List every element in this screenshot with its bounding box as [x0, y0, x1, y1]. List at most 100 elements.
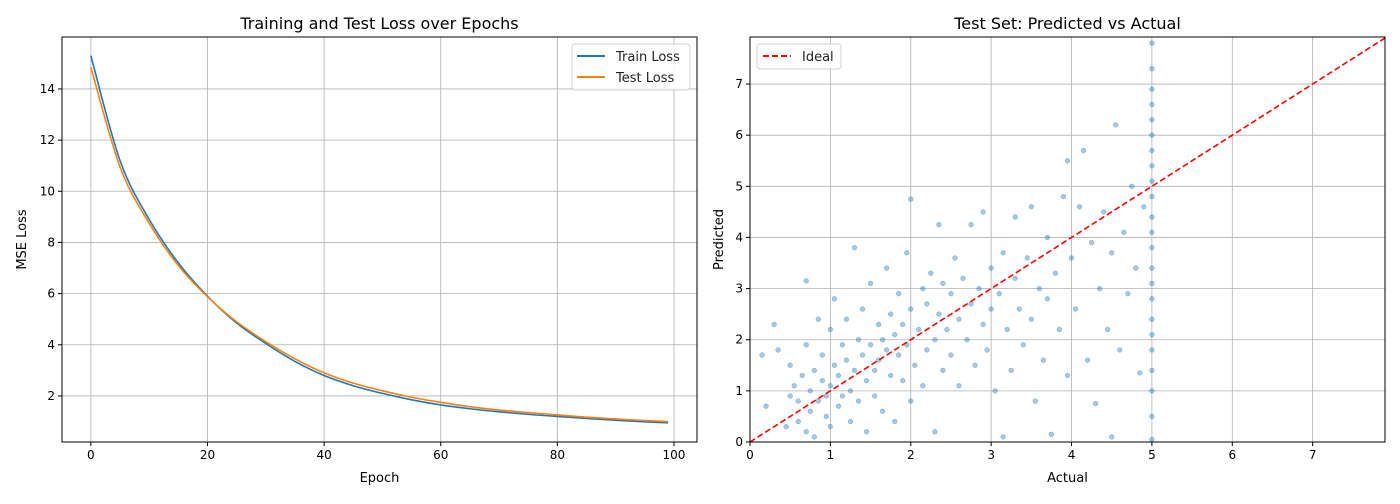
y-tick-label: 3	[735, 282, 743, 296]
data-point	[843, 357, 850, 363]
data-point	[1060, 193, 1067, 200]
data-point	[867, 280, 874, 287]
x-tick-label: 0	[87, 448, 95, 462]
data-point	[892, 331, 898, 338]
data-point	[803, 342, 809, 348]
data-point	[940, 280, 946, 287]
x-tick-label: 3	[987, 448, 995, 462]
legend-label: Ideal	[802, 50, 834, 65]
data-point	[988, 265, 994, 271]
data-point	[908, 398, 914, 404]
x-axis-label: Epoch	[360, 471, 400, 486]
data-point	[992, 388, 998, 394]
data-point	[1000, 434, 1006, 440]
x-tick-label: 1	[827, 448, 835, 462]
x-tick-label: 7	[1309, 448, 1317, 462]
data-point	[1072, 306, 1079, 312]
data-point	[827, 383, 834, 389]
data-point	[859, 306, 866, 312]
data-point	[1064, 158, 1071, 164]
y-axis-label: Predicted	[712, 209, 727, 270]
legend-label: Test Loss	[615, 71, 674, 86]
loss-chart: Training and Test Loss over Epochs Epoch…	[15, 14, 698, 486]
data-point	[863, 429, 870, 435]
data-point	[827, 326, 834, 333]
data-point	[787, 362, 793, 368]
ideal-line	[749, 37, 1386, 443]
data-point	[763, 403, 769, 409]
data-point	[871, 393, 878, 399]
legend-label: Train Loss	[615, 50, 680, 65]
data-point	[1024, 255, 1030, 261]
data-point	[948, 352, 954, 358]
data-point	[1028, 316, 1034, 322]
data-point	[1149, 147, 1155, 154]
data-point	[892, 418, 898, 425]
data-point	[1149, 280, 1155, 287]
legend: Train Loss Test Loss	[571, 43, 691, 91]
y-tick-label: 8	[47, 235, 55, 249]
data-point	[863, 377, 870, 384]
data-point	[1109, 250, 1115, 256]
data-point	[879, 337, 886, 343]
y-tick-label: 7	[735, 77, 743, 91]
data-point	[1088, 239, 1095, 246]
data-point	[1056, 326, 1063, 333]
data-point	[1133, 265, 1139, 271]
data-point	[883, 347, 890, 353]
data-point	[879, 408, 886, 414]
data-point	[1149, 347, 1155, 353]
data-point	[811, 434, 817, 440]
data-point	[811, 367, 817, 374]
data-point	[1040, 357, 1047, 363]
data-point	[1113, 122, 1119, 128]
y-tick-label: 14	[40, 82, 55, 96]
data-point	[1149, 265, 1155, 271]
data-point	[795, 418, 801, 425]
data-point	[831, 296, 838, 302]
data-point	[835, 403, 842, 409]
x-axis-label: Actual	[1047, 471, 1088, 486]
data-point	[815, 316, 821, 322]
data-point	[920, 285, 926, 292]
plot-frame	[749, 36, 1386, 443]
data-point	[896, 291, 902, 297]
y-tick-label: 0	[735, 435, 743, 449]
data-point	[984, 347, 990, 353]
data-point	[972, 362, 978, 368]
data-point	[1149, 178, 1155, 184]
data-point	[1149, 40, 1155, 46]
data-point	[1084, 357, 1091, 363]
data-point	[851, 367, 858, 374]
data-point	[1149, 413, 1155, 420]
y-tick-label: 5	[735, 179, 743, 193]
data-point	[908, 306, 914, 312]
data-point	[956, 383, 962, 389]
data-point	[1000, 250, 1006, 256]
data-point	[819, 377, 825, 384]
data-point	[888, 372, 894, 379]
data-point	[799, 372, 805, 379]
data-point	[900, 377, 906, 384]
data-point	[827, 424, 834, 430]
data-point	[996, 291, 1002, 297]
data-point	[948, 291, 954, 297]
data-point	[1149, 132, 1155, 138]
data-point	[960, 275, 966, 282]
data-point	[932, 429, 938, 435]
data-point	[875, 321, 882, 328]
data-point	[900, 321, 906, 328]
chart-title: Test Set: Predicted vs Actual	[953, 14, 1181, 33]
data-point	[1125, 291, 1131, 297]
data-point	[1109, 434, 1115, 440]
data-point	[807, 408, 813, 414]
y-tick-label: 4	[735, 230, 743, 244]
data-point	[1121, 229, 1127, 235]
data-point	[883, 265, 890, 271]
data-point	[803, 429, 809, 435]
x-tick-label: 2	[907, 448, 915, 462]
data-point	[924, 301, 930, 307]
data-point	[1092, 400, 1099, 407]
data-point	[1036, 285, 1043, 292]
data-point	[1129, 183, 1135, 189]
